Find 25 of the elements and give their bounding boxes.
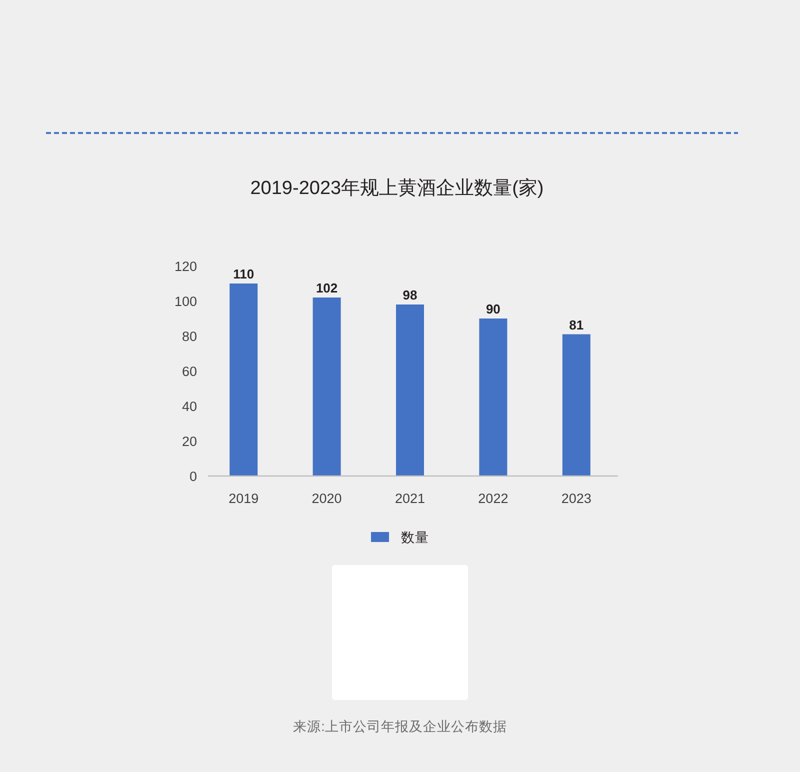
data-label: 110 [233, 266, 254, 282]
data-label: 102 [316, 280, 338, 296]
x-tick-label: 2023 [561, 491, 592, 506]
x-tick-label: 2022 [478, 491, 508, 506]
y-tick-label: 40 [182, 399, 197, 414]
source-note: 来源:上市公司年报及企业公布数据 [293, 719, 507, 734]
bar [230, 284, 258, 476]
bar [312, 298, 341, 476]
x-tick-label: 2021 [394, 491, 426, 506]
legend-label: 数量 [401, 530, 429, 545]
y-tick-label: 80 [182, 329, 197, 344]
y-tick-label: 100 [174, 294, 197, 309]
data-label: 90 [486, 302, 500, 316]
data-label: 81 [569, 317, 584, 332]
chart-title: 2019-2023年规上黄酒企业数量(家) [250, 177, 544, 199]
bar [479, 318, 508, 476]
x-tick-label: 2020 [312, 491, 342, 506]
y-tick-label: 60 [182, 364, 197, 379]
data-label: 98 [402, 288, 418, 302]
bar [396, 304, 424, 476]
y-tick-label: 0 [189, 469, 197, 484]
y-tick-label: 20 [182, 434, 197, 449]
y-tick-label: 120 [174, 259, 197, 274]
bar [562, 334, 590, 476]
x-tick-label: 2019 [228, 491, 259, 506]
